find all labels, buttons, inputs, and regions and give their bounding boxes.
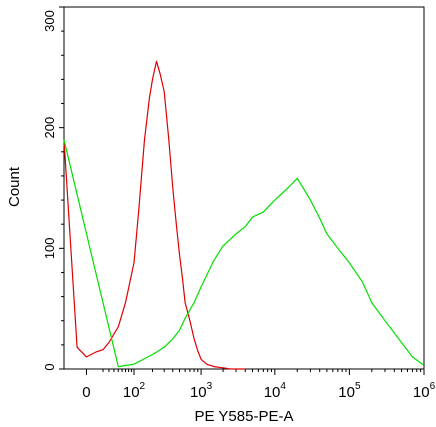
- x-tick-exponent: 6: [430, 381, 436, 392]
- x-tick-label: 106: [413, 381, 436, 401]
- series-layer: [63, 60, 425, 370]
- x-tick-base: 0: [82, 384, 90, 401]
- x-tick-base: 10: [123, 384, 140, 401]
- y-tick-label: 0: [42, 363, 57, 370]
- histogram-series-2: [63, 139, 425, 368]
- x-tick-exponent: 3: [207, 381, 213, 392]
- x-tick-base: 10: [338, 384, 355, 401]
- x-tick-base: 10: [264, 384, 281, 401]
- x-axis-title: PE Y585-PE-A: [195, 408, 294, 425]
- x-axis-ticks: 0 102 103 104 105 106: [82, 369, 436, 401]
- x-tick-exponent: 4: [280, 381, 286, 392]
- x-tick-label: 102: [123, 381, 146, 401]
- y-tick-label: 200: [42, 117, 57, 139]
- y-tick-label: 100: [42, 237, 57, 259]
- x-tick-label: 0: [82, 384, 90, 401]
- x-tick-exponent: 5: [355, 381, 361, 392]
- y-axis-title: Count: [6, 166, 23, 207]
- histogram-series-1: [63, 60, 246, 370]
- x-tick-base: 10: [413, 384, 430, 401]
- y-axis-ticks: 0 100 200 300: [42, 6, 64, 371]
- x-tick-label: 104: [264, 381, 287, 401]
- x-tick-label: 105: [338, 381, 361, 401]
- x-tick-label: 103: [190, 381, 213, 401]
- plot-frame: [63, 6, 425, 370]
- x-tick-base: 10: [190, 384, 207, 401]
- x-tick-exponent: 2: [140, 381, 146, 392]
- y-tick-label: 300: [42, 10, 57, 32]
